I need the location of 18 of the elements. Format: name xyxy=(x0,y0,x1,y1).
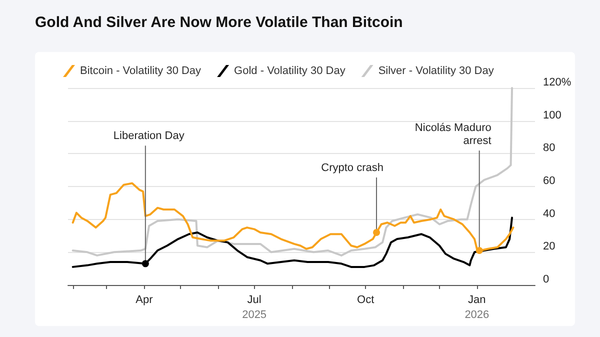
legend-label: Gold - Volatility 30 Day xyxy=(234,65,346,77)
x-tick-label: Jul 2025 xyxy=(242,294,267,321)
y-tick-label: 80 xyxy=(543,142,556,154)
y-tick-label: 120% xyxy=(543,76,572,88)
annotation: Crypto crash xyxy=(321,162,384,174)
annotation: Nicolás Maduro arrest xyxy=(414,122,492,148)
legend-label: Silver - Volatility 30 Day xyxy=(378,65,494,77)
x-tick-label: Jan 2026 xyxy=(464,294,490,321)
annotation: Liberation Day xyxy=(113,130,185,142)
x-tick-label: Oct xyxy=(357,294,374,306)
legend-label: Bitcoin - Volatility 30 Day xyxy=(80,65,202,77)
y-tick-label: 20 xyxy=(543,240,556,253)
chart-title: Gold And Silver Are Now More Volatile Than Bitcoin xyxy=(35,14,403,31)
y-tick-label: 60 xyxy=(543,175,556,187)
y-tick-label: 100 xyxy=(543,109,562,122)
y-tick-label: 40 xyxy=(543,208,556,220)
y-tick-label: 0 xyxy=(543,274,550,286)
x-tick-label: Apr xyxy=(136,294,154,306)
